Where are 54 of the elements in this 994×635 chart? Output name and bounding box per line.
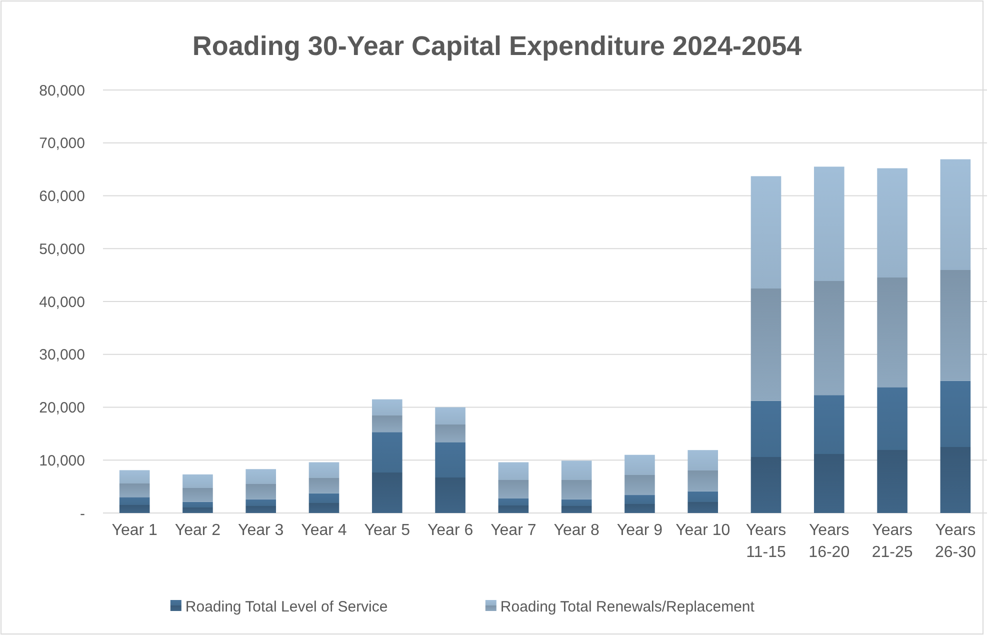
y-tick-label: 30,000 — [39, 346, 85, 364]
x-tick-label: Year 7 — [490, 522, 536, 539]
x-tick-label: Years 26-30 — [934, 522, 976, 561]
bar — [688, 491, 718, 513]
bar — [182, 474, 213, 502]
bar — [561, 460, 592, 500]
bar — [182, 502, 213, 513]
x-tick-label: Year 2 — [174, 522, 221, 539]
bar — [624, 454, 655, 496]
y-tick-label: 50,000 — [39, 240, 85, 258]
x-tick-label: Year 3 — [238, 522, 284, 539]
x-tick-label: Year 6 — [427, 522, 474, 539]
x-tick-label: Year 10 — [676, 522, 730, 539]
chart-title: Roading 30-Year Capital Expenditure 2024-2054 — [192, 31, 802, 61]
y-tick-label: 70,000 — [39, 135, 85, 152]
legend-label: Roading Total Renewals/Replacement — [500, 598, 756, 616]
y-tick-label: 40,000 — [39, 294, 85, 311]
bar — [372, 432, 402, 513]
bar — [246, 499, 276, 513]
y-tick-label: 10,000 — [39, 452, 85, 470]
x-tick-label: Year 8 — [554, 522, 600, 539]
x-tick-label: Year 1 — [112, 522, 158, 539]
x-tick-label: Years 11-15 — [746, 522, 786, 561]
bar — [688, 450, 718, 492]
y-tick-label: 20,000 — [39, 400, 85, 416]
x-tick-label: Year 9 — [616, 522, 663, 539]
bar — [498, 462, 529, 498]
bar — [814, 395, 844, 513]
x-tick-label: Years 21-25 — [872, 522, 913, 561]
x-tick-label: Year 4 — [301, 522, 347, 539]
bar — [119, 470, 150, 498]
y-tick-label: 80,000 — [39, 82, 85, 100]
y-tick-label: - — [80, 505, 85, 522]
bar — [877, 387, 908, 513]
bar — [814, 166, 844, 396]
y-tick-label: 60,000 — [39, 188, 85, 205]
bar — [498, 498, 529, 513]
bar — [750, 400, 782, 513]
bar — [624, 495, 655, 513]
bar — [940, 380, 971, 513]
bar — [119, 497, 150, 513]
bar — [308, 493, 340, 513]
x-tick-label: Year 5 — [364, 522, 410, 539]
bar — [561, 499, 592, 513]
bar — [372, 399, 402, 432]
bar — [435, 442, 466, 513]
bar — [877, 168, 908, 388]
bar — [750, 176, 782, 401]
x-tick-label: Years 16-20 — [808, 522, 850, 561]
bar — [246, 469, 276, 500]
bar — [435, 407, 466, 442]
bar — [308, 462, 340, 494]
legend-label: Roading Total Level of Service — [185, 598, 388, 616]
bar — [940, 159, 971, 381]
